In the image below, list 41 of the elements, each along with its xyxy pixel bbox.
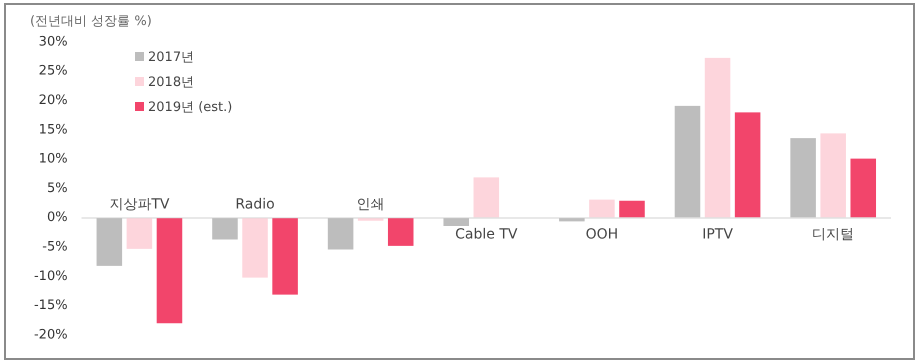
y-axis-title: (전년대비 성장률 %) <box>30 13 152 30</box>
y-tick-label: -20% <box>34 327 68 342</box>
bar <box>242 218 268 278</box>
bar <box>820 133 846 218</box>
y-tick-label: 30% <box>38 34 68 50</box>
bar <box>704 58 730 218</box>
x-tick-label: Radio <box>235 196 275 212</box>
y-tick-label: 25% <box>38 64 68 79</box>
bar <box>212 218 238 240</box>
y-tick-label: 0% <box>46 210 68 226</box>
bar <box>850 158 876 218</box>
bar <box>589 200 615 218</box>
bar <box>328 218 354 250</box>
bar <box>272 218 298 295</box>
legend-label: 2017년 <box>148 48 194 66</box>
y-tick-label: -10% <box>34 268 68 284</box>
bar <box>388 218 414 246</box>
x-tick-label: 디지털 <box>812 226 854 242</box>
x-tick-label: 인쇄 <box>356 196 385 212</box>
bar <box>619 200 645 218</box>
x-tick-label: Cable TV <box>455 226 518 242</box>
y-tick-label: 20% <box>38 92 68 108</box>
legend-label: 2018년 <box>148 74 194 90</box>
y-tick-label: -15% <box>34 298 68 314</box>
x-tick-label: OOH <box>586 226 618 242</box>
bar <box>474 177 500 218</box>
y-tick-label: 15% <box>38 122 68 138</box>
bar <box>96 218 122 266</box>
bar <box>126 218 152 249</box>
y-tick-label: 10% <box>38 152 68 167</box>
bar <box>734 112 760 218</box>
y-tick-label: 5% <box>46 180 68 196</box>
bar <box>156 218 182 324</box>
y-tick-label: -5% <box>42 239 68 254</box>
bar <box>559 218 585 222</box>
bar <box>443 218 470 226</box>
legend-label: 2019년 (est.) <box>148 98 232 116</box>
x-tick-label: IPTV <box>702 226 734 242</box>
bar <box>674 106 700 218</box>
bar <box>790 138 816 218</box>
x-tick-label: 지상파TV <box>109 196 170 212</box>
